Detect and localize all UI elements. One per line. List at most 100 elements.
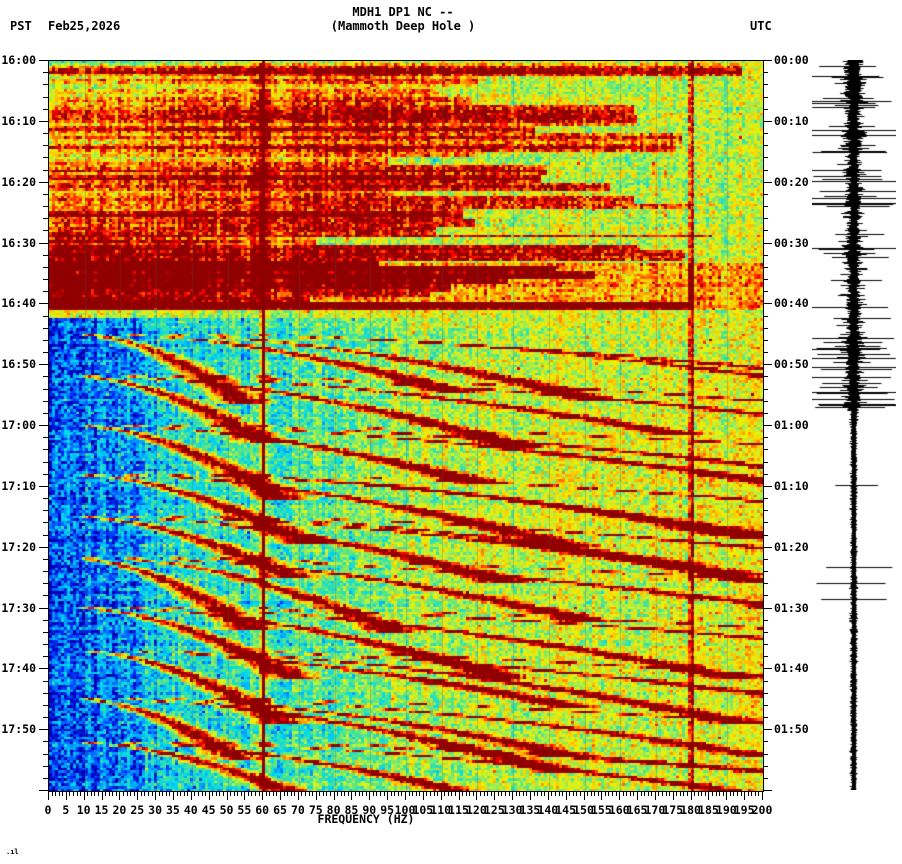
time-tick-major-right	[763, 729, 772, 730]
freq-tick-minor	[344, 792, 345, 796]
freq-tick-minor	[91, 792, 92, 796]
freq-tick-minor	[491, 792, 492, 796]
time-tick-major-left	[39, 486, 48, 487]
freq-tick-minor	[198, 792, 199, 796]
freq-tick-major	[530, 792, 531, 800]
time-tick-minor-right	[763, 389, 768, 390]
freq-tick-minor	[487, 792, 488, 796]
time-tick-major-right	[763, 121, 772, 122]
freq-tick-minor	[469, 792, 470, 796]
freq-tick-minor	[359, 792, 360, 796]
time-tick-minor-right	[763, 328, 768, 329]
time-tick-minor-right	[763, 522, 768, 523]
freq-tick-minor	[162, 792, 163, 796]
freq-tick-minor	[534, 792, 535, 796]
frequency-axis-title: FREQUENCY (HZ)	[0, 812, 902, 826]
time-tick-minor-right	[763, 705, 768, 706]
freq-tick-minor	[62, 792, 63, 796]
freq-tick-minor	[237, 792, 238, 796]
freq-tick-minor	[716, 792, 717, 796]
freq-tick-minor	[255, 792, 256, 796]
freq-tick-minor	[130, 792, 131, 796]
freq-tick-minor	[630, 792, 631, 796]
freq-tick-minor	[273, 792, 274, 796]
freq-tick-minor	[127, 792, 128, 796]
freq-tick-minor	[169, 792, 170, 796]
freq-label: 30	[148, 803, 163, 817]
freq-label: 125	[483, 803, 505, 817]
freq-tick-minor	[276, 792, 277, 796]
freq-tick-minor	[608, 792, 609, 796]
freq-tick-major	[619, 792, 620, 800]
freq-tick-minor	[234, 792, 235, 796]
freq-tick-major	[316, 792, 317, 800]
freq-tick-minor	[598, 792, 599, 796]
freq-tick-minor	[391, 792, 392, 796]
freq-tick-minor	[559, 792, 560, 796]
freq-tick-minor	[202, 792, 203, 796]
freq-tick-minor	[712, 792, 713, 796]
time-label-utc: 01:40	[774, 661, 809, 676]
freq-label: 130	[501, 803, 523, 817]
freq-tick-minor	[144, 792, 145, 796]
freq-tick-minor	[537, 792, 538, 796]
time-tick-minor-right	[763, 644, 768, 645]
freq-tick-minor	[223, 792, 224, 796]
freq-tick-minor	[594, 792, 595, 796]
time-tick-major-right	[763, 486, 772, 487]
time-tick-minor-left	[43, 328, 48, 329]
freq-tick-minor	[291, 792, 292, 796]
freq-tick-major	[441, 792, 442, 800]
freq-tick-minor	[694, 792, 695, 796]
page-subtitle-text: (Mammoth Deep Hole )	[330, 19, 476, 33]
time-tick-major-left	[39, 121, 48, 122]
spectrogram-canvas	[49, 61, 763, 791]
freq-label: 85	[344, 803, 359, 817]
time-label-utc: 00:30	[774, 235, 809, 250]
time-tick-minor-right	[763, 754, 768, 755]
time-label-utc: 00:50	[774, 357, 809, 372]
freq-tick-major	[209, 792, 210, 800]
freq-tick-minor	[398, 792, 399, 796]
right-timezone-label: UTC	[750, 19, 772, 33]
freq-tick-minor	[77, 792, 78, 796]
time-tick-minor-left	[43, 72, 48, 73]
time-tick-minor-right	[763, 401, 768, 402]
time-tick-minor-right	[763, 97, 768, 98]
spectrogram-plot	[48, 60, 764, 792]
freq-tick-minor	[87, 792, 88, 796]
freq-tick-minor	[509, 792, 510, 796]
seismogram-trace	[812, 60, 896, 790]
freq-tick-minor	[55, 792, 56, 796]
freq-tick-major	[155, 792, 156, 800]
freq-tick-major	[191, 792, 192, 800]
time-label-pst: 16:50	[1, 357, 36, 372]
time-label-pst: 17:20	[1, 539, 36, 554]
time-tick-minor-left	[43, 583, 48, 584]
time-tick-minor-right	[763, 510, 768, 511]
freq-label: 145	[555, 803, 577, 817]
freq-tick-major	[762, 792, 763, 800]
freq-tick-minor	[719, 792, 720, 796]
time-tick-minor-left	[43, 218, 48, 219]
freq-tick-minor	[109, 792, 110, 796]
time-tick-minor-right	[763, 778, 768, 779]
freq-label: 15	[94, 803, 109, 817]
time-tick-minor-right	[763, 632, 768, 633]
freq-tick-major	[66, 792, 67, 800]
time-label-pst: 17:50	[1, 722, 36, 737]
time-label-pst: 17:00	[1, 418, 36, 432]
freq-tick-minor	[412, 792, 413, 796]
time-tick-minor-left	[43, 474, 48, 475]
freq-tick-minor	[80, 792, 81, 796]
freq-tick-minor	[687, 792, 688, 796]
freq-tick-minor	[419, 792, 420, 796]
freq-tick-minor	[612, 792, 613, 796]
freq-tick-minor	[323, 792, 324, 796]
freq-tick-minor	[544, 792, 545, 796]
time-tick-minor-right	[763, 133, 768, 134]
freq-tick-major	[244, 792, 245, 800]
freq-tick-minor	[758, 792, 759, 796]
freq-label: 200	[751, 803, 773, 817]
freq-tick-major	[476, 792, 477, 800]
